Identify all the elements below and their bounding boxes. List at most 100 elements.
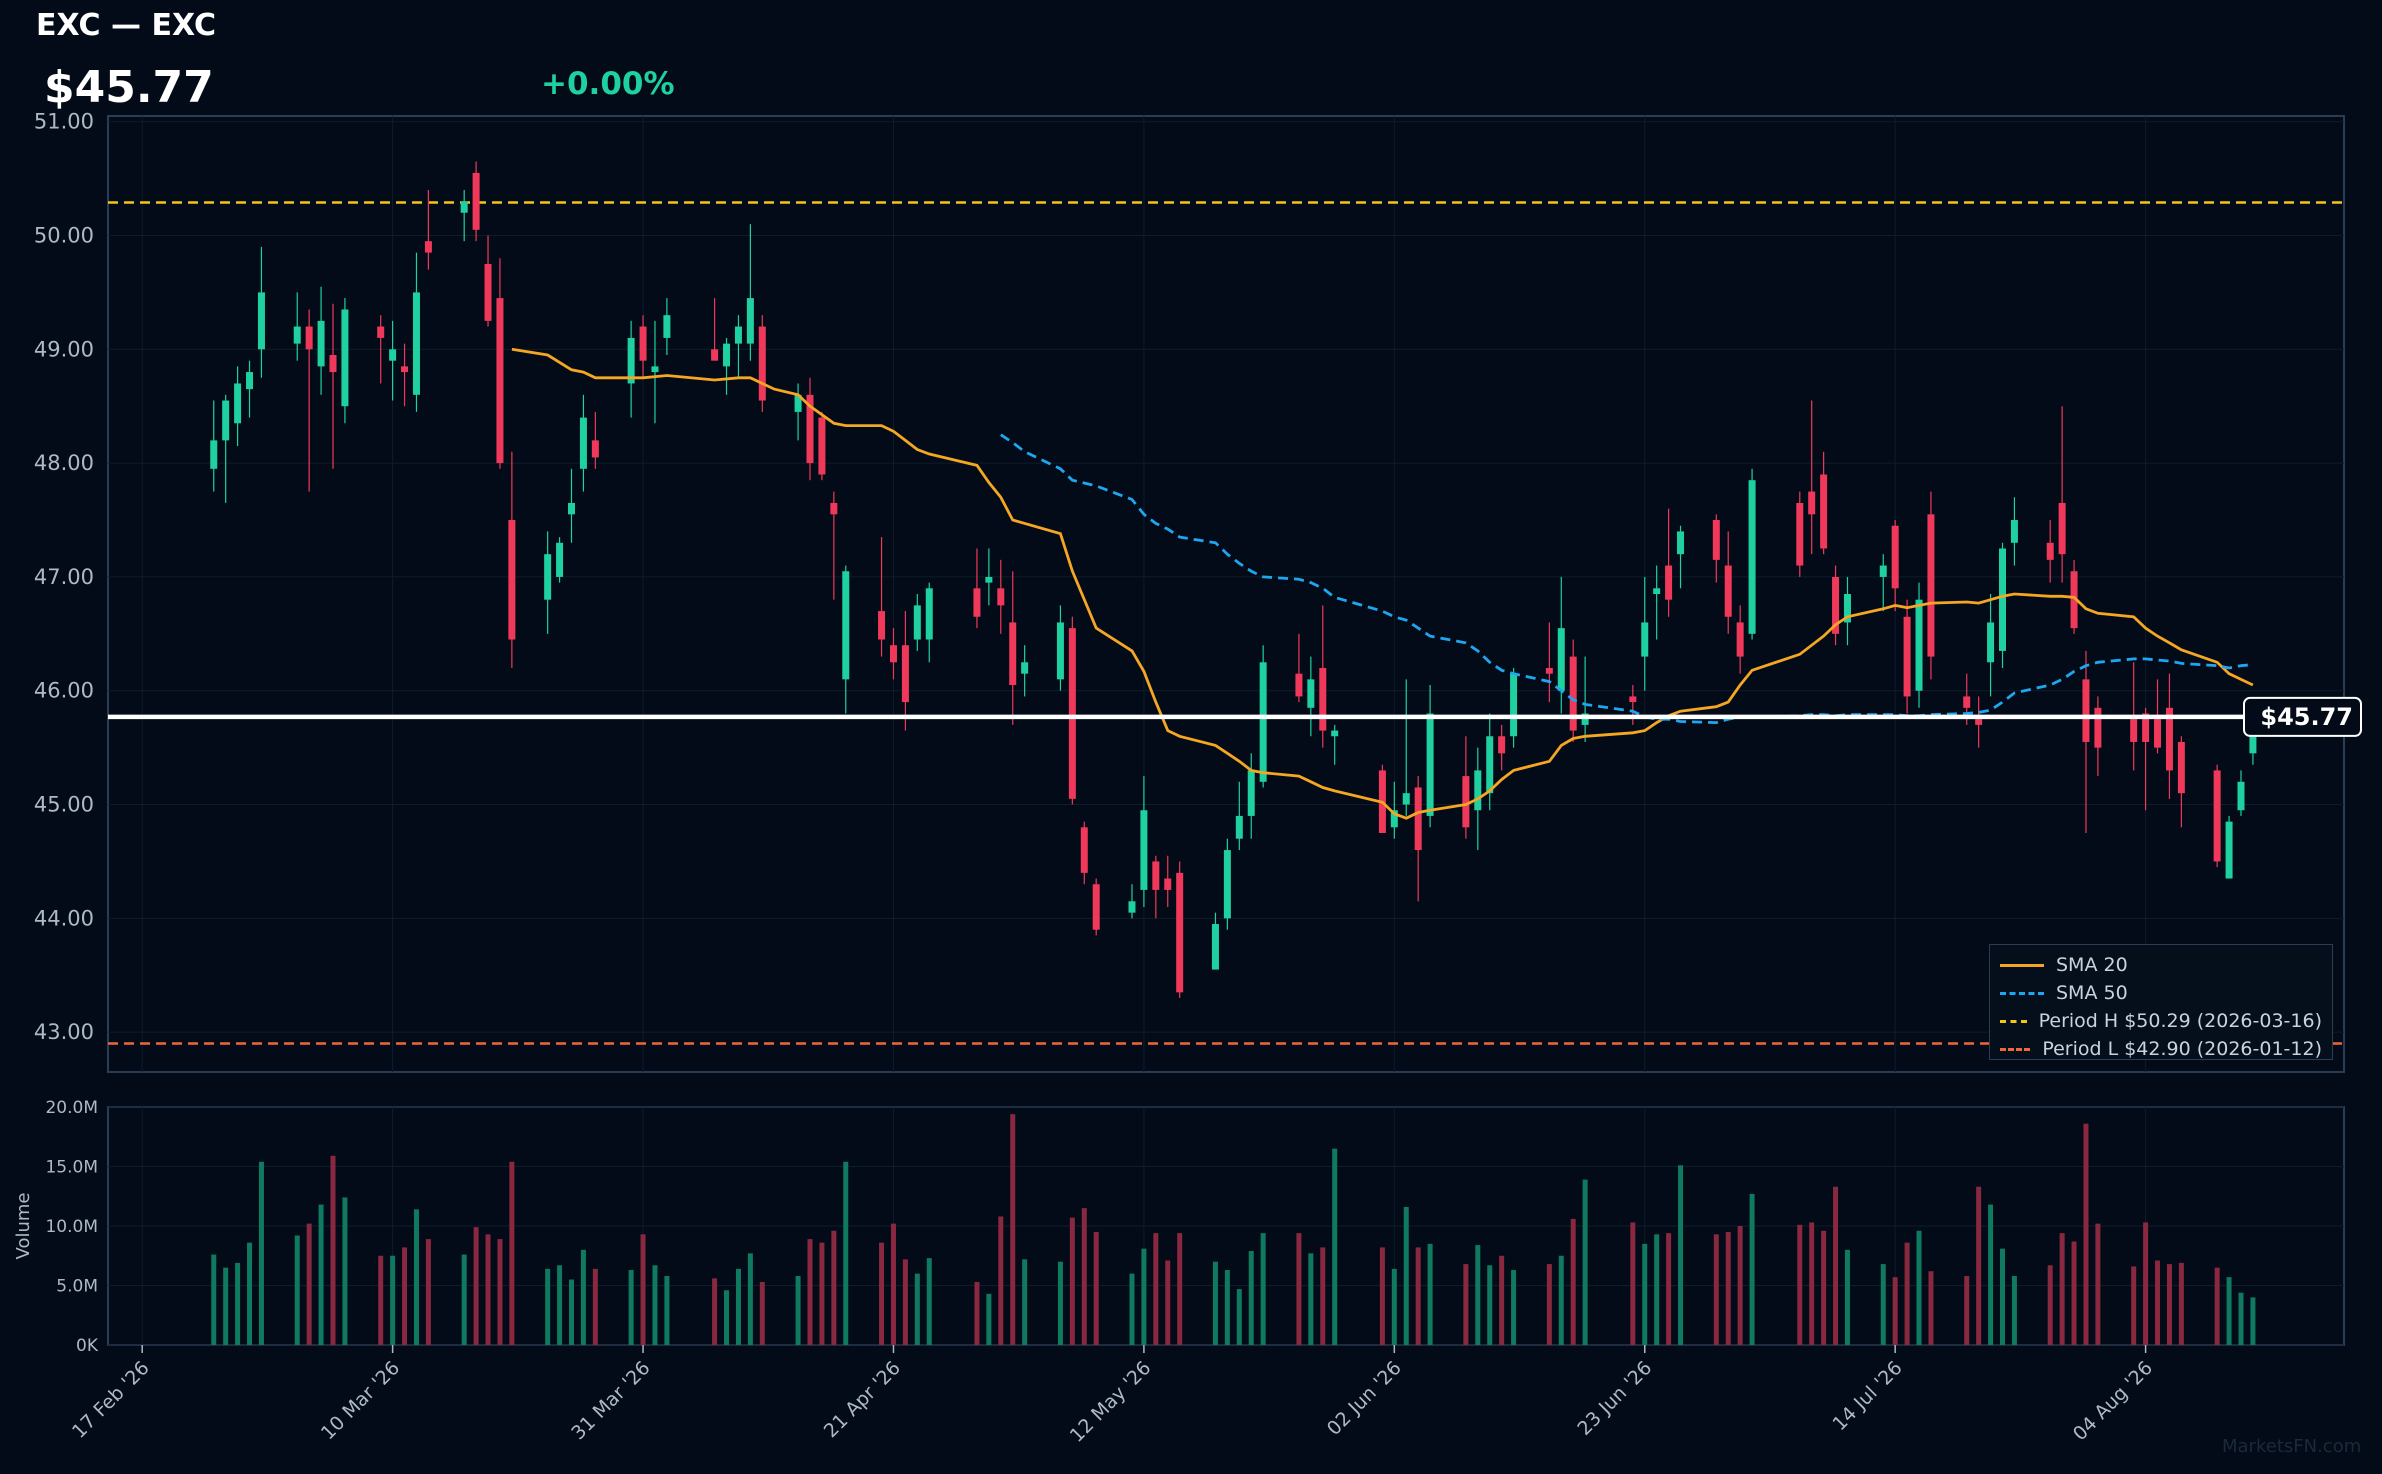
candle-body [1164,878,1172,890]
volume-bar [1821,1230,1827,1345]
volume-bar [306,1223,312,1345]
candle [472,161,480,242]
candle [293,292,301,361]
volume-bar [926,1258,932,1345]
candle [1092,878,1100,936]
volume-bar [1487,1265,1493,1345]
candle [1820,451,1828,555]
candle-body [2010,520,2018,543]
candle [1987,594,1995,697]
price-tick-label: 49.00 [34,337,94,361]
candle [1307,656,1315,737]
candle-body [1557,628,1565,691]
candle-body [1498,736,1506,754]
candle-body [544,554,552,600]
volume-bar [2214,1267,2220,1345]
volume-bar [1010,1114,1016,1345]
volume-bar [974,1281,980,1345]
volume-bar [2131,1266,2137,1345]
candle-body [1021,662,1029,674]
candle [1426,685,1434,828]
candle-body [997,588,1005,606]
volume-bar [1332,1148,1338,1345]
volume-bar [819,1242,825,1345]
candle-body [389,349,397,361]
legend-swatch-period-high [2000,1019,2027,1023]
volume-bar [2155,1260,2161,1345]
candle [1402,679,1410,816]
candle-body [1068,628,1076,799]
candle-body [1736,622,1744,657]
candle-body [317,320,325,367]
volume-bar [1797,1224,1803,1345]
volume-bar [747,1253,753,1345]
volume-bar [1212,1261,1218,1345]
candle [889,628,897,680]
volume-bar [1582,1179,1588,1345]
candle-body [1915,599,1923,691]
candle [1581,656,1589,742]
chart-legend: SMA 20 SMA 50 Period H $50.29 (2026-03-1… [1989,944,2333,1060]
legend-item-period-low[interactable]: Period L $42.90 (2026-01-12) [2000,1035,2322,1063]
candle-body [2130,719,2138,742]
volume-bar [247,1242,253,1345]
price-tick-label: 51.00 [34,110,94,134]
candle-body [329,355,337,373]
candle-body [627,337,635,384]
candle [401,343,409,407]
volume-bar [2226,1277,2232,1345]
x-tick-label: 12 May '26 [1066,1357,1156,1447]
candle [1486,713,1494,811]
legend-item-sma50[interactable]: SMA 50 [2000,979,2322,1007]
candle [1557,576,1565,714]
candle [556,537,564,583]
candle-body [222,400,230,441]
candle-body [985,576,993,583]
candle-body [1140,810,1148,890]
volume-bar [2238,1292,2244,1345]
candle-body [1903,616,1911,697]
volume-bar [1713,1234,1719,1345]
candle [1056,605,1064,691]
candle [2142,707,2150,811]
candle-body [1390,810,1398,828]
candle-body [1247,770,1255,816]
candle [1414,776,1422,902]
candle [2094,696,2102,777]
candle-body [1223,850,1231,919]
price-tick-label: 46.00 [34,679,94,703]
candle-body [818,417,826,475]
candle-body [651,366,659,373]
volume-bar [1165,1260,1171,1345]
x-tick-label: 23 Jun '26 [1573,1357,1656,1440]
last-price-label: $45.77 [2260,703,2353,731]
legend-item-sma20[interactable]: SMA 20 [2000,951,2322,979]
volume-bar [759,1281,765,1345]
candle [627,320,635,418]
volume-bar [342,1197,348,1345]
candle [341,298,349,424]
candle [1498,724,1506,771]
candle-body [257,292,265,350]
legend-swatch-sma20 [2000,963,2044,967]
volume-bar [879,1242,885,1345]
candle-body [1295,673,1303,697]
legend-item-period-high[interactable]: Period H $50.29 (2026-03-16) [2000,1007,2322,1035]
volume-bar [2178,1262,2184,1345]
volume-bar [831,1230,837,1345]
candle-body [1009,622,1017,686]
candle-body [1080,827,1088,873]
candle [997,559,1005,634]
volume-bar [712,1278,718,1345]
candle [1748,468,1756,640]
candle [723,337,731,395]
candle-body [663,315,671,338]
volume-bar [986,1293,992,1345]
candle [210,400,218,492]
candle-body [1211,924,1219,970]
volume-bar [2011,1275,2017,1345]
candle [973,548,981,629]
candle [1736,605,1744,674]
candle-body [2154,719,2162,748]
